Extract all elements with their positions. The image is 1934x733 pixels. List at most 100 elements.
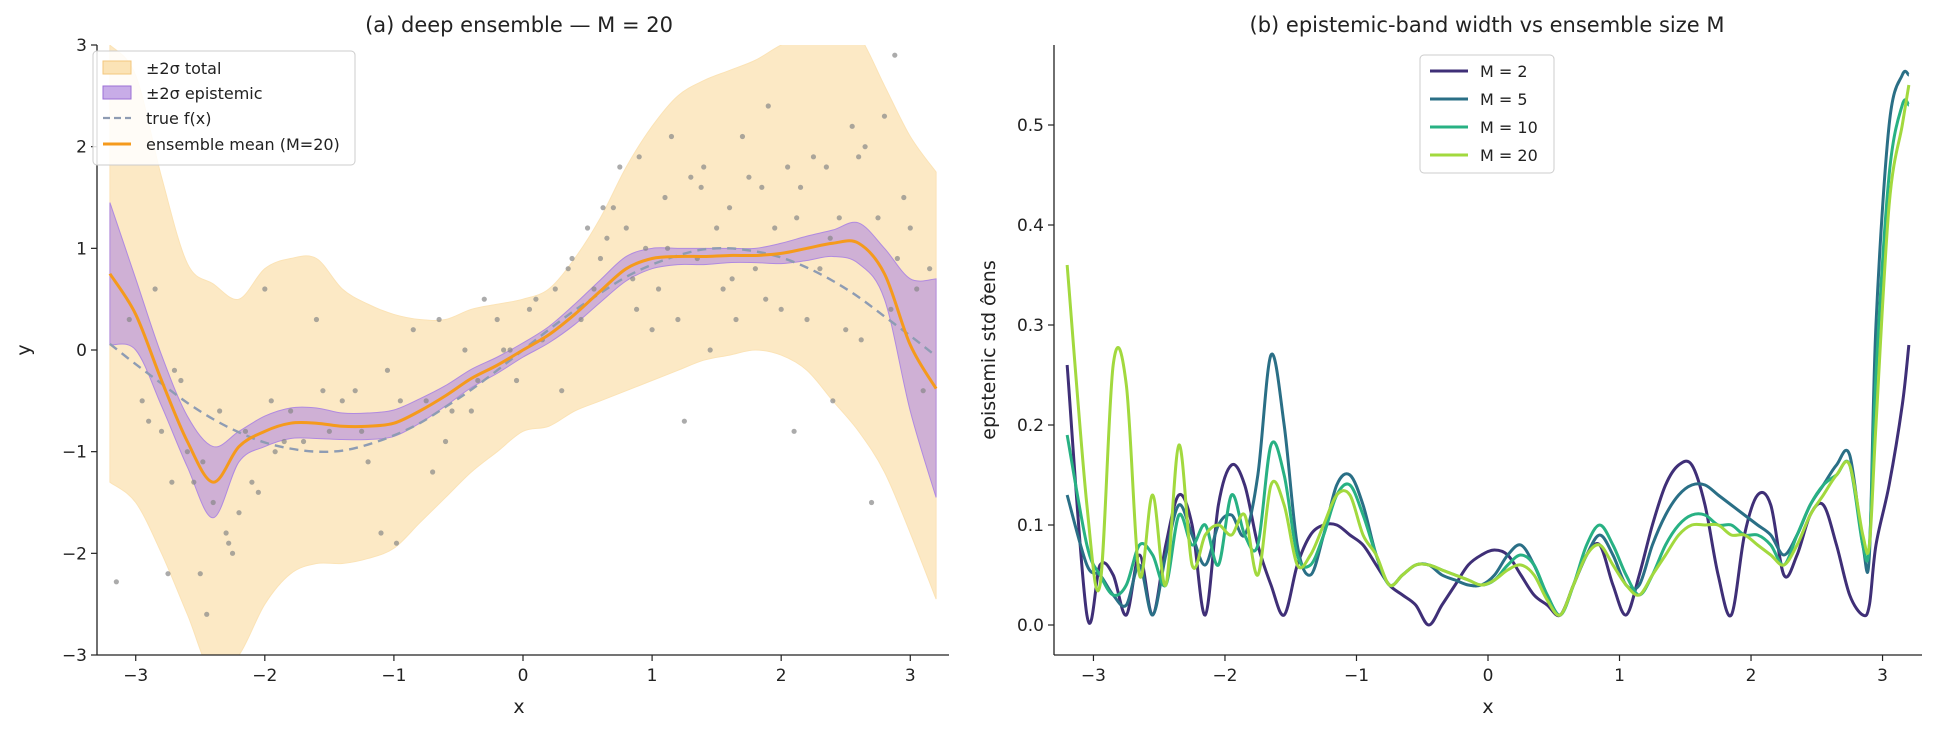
observation-point: [146, 418, 152, 424]
observation-point: [255, 489, 261, 495]
observation-point: [907, 225, 913, 231]
observation-point: [165, 571, 171, 577]
legend-label-m2: M = 2: [1480, 62, 1528, 81]
observation-point: [610, 205, 616, 211]
observation-point: [681, 418, 687, 424]
observation-point: [797, 184, 804, 190]
observation-point: [714, 225, 720, 231]
observation-point: [288, 408, 294, 414]
observation-point: [552, 286, 558, 292]
observation-point: [591, 286, 597, 292]
x-tick-label: 3: [905, 666, 916, 686]
observation-point: [397, 398, 403, 404]
observation-point: [169, 479, 175, 485]
observation-point: [281, 438, 287, 445]
y-tick-label: −1: [62, 443, 87, 463]
observation-point: [178, 377, 184, 384]
x-tick-label: −3: [123, 666, 148, 686]
x-tick-label: 1: [1614, 666, 1625, 686]
ensemble-mean-line: [108, 239, 938, 484]
observation-point: [326, 428, 332, 434]
x-tick-label: −2: [252, 666, 277, 686]
observation-point: [584, 225, 591, 231]
observation-point: [126, 316, 132, 323]
panel-b-y-axis-label: epistemic std σ̂ens: [978, 260, 1000, 439]
x-tick-label: 2: [776, 666, 787, 686]
legend-label-ensemble-mean: ensemble mean (M=20): [146, 135, 340, 154]
observation-point: [559, 388, 565, 394]
observation-point: [204, 611, 210, 617]
observation-point: [636, 154, 642, 160]
observation-point: [823, 164, 829, 170]
observation-point: [888, 306, 894, 312]
observation-point: [200, 459, 206, 465]
observation-point: [836, 215, 842, 221]
observation-points: [113, 52, 933, 617]
observation-point: [720, 286, 726, 292]
legend-label-true-f: true f(x): [146, 109, 212, 128]
observation-point: [927, 266, 933, 272]
observation-point: [830, 398, 836, 404]
observation-point: [436, 316, 442, 323]
observation-point: [494, 316, 500, 323]
observation-point: [268, 398, 274, 404]
legend-swatch-epistemic: [102, 85, 132, 100]
observation-point: [664, 245, 671, 251]
y-tick-label: 0.2: [1017, 416, 1044, 436]
y-tick-label: 1: [76, 239, 87, 259]
observation-point: [804, 316, 810, 323]
observation-point: [623, 225, 629, 231]
observation-point: [649, 327, 655, 333]
y-tick-label: 0.5: [1017, 116, 1044, 136]
y-tick-label: 0.3: [1017, 316, 1044, 336]
observation-point: [313, 316, 320, 323]
observation-point: [578, 316, 584, 323]
observation-point: [726, 205, 733, 211]
legend-swatch-total: [102, 60, 132, 75]
observation-point: [430, 469, 436, 475]
observation-point: [236, 510, 242, 516]
y-tick-label: 3: [76, 36, 87, 56]
line-m2: [1065, 344, 1911, 627]
observation-point: [817, 266, 823, 272]
panel-b: (b) epistemic-band width vs ensemble siz…: [978, 13, 1922, 718]
observation-point: [223, 530, 229, 536]
observation-point: [384, 367, 391, 373]
observation-point: [300, 438, 307, 445]
y-tick-label: −2: [62, 544, 87, 564]
x-tick-label: 1: [647, 666, 658, 686]
y-tick-label: −3: [62, 646, 87, 666]
x-tick-label: 0: [518, 666, 529, 686]
panel-b-title: (b) epistemic-band width vs ensemble siz…: [1250, 13, 1725, 37]
x-tick-label: 0: [1483, 666, 1494, 686]
observation-point: [892, 52, 898, 58]
observation-point: [468, 408, 474, 414]
observation-point: [856, 154, 862, 160]
panel-a-legend: ±2σ total ±2σ epistemic true f(x) ensemb…: [92, 50, 356, 166]
line-m20: [1065, 84, 1911, 617]
observation-point: [894, 255, 900, 262]
observation-point: [875, 215, 881, 221]
x-tick-label: 2: [1746, 666, 1757, 686]
observation-point: [785, 164, 791, 170]
observation-point: [481, 296, 487, 302]
observation-point: [513, 377, 520, 384]
observation-point: [226, 540, 232, 546]
observation-point: [759, 184, 765, 190]
x-tick-label: 3: [1877, 666, 1888, 686]
observation-point: [765, 103, 771, 109]
observation-point: [139, 398, 145, 404]
y-tick-label: 0.4: [1017, 216, 1044, 236]
observation-point: [746, 174, 752, 180]
observation-point: [217, 408, 223, 414]
legend-label-m5: M = 5: [1480, 90, 1528, 109]
observation-point: [920, 388, 926, 394]
observation-point: [858, 337, 864, 343]
observation-point: [229, 550, 236, 556]
x-tick-label: −2: [1212, 666, 1237, 686]
observation-point: [475, 377, 481, 384]
panel-a: (a) deep ensemble — M = 20 −3 −3 −2 −2 −1 −1 0…: [13, 13, 949, 718]
observation-point: [597, 255, 604, 262]
observation-point: [668, 133, 675, 140]
